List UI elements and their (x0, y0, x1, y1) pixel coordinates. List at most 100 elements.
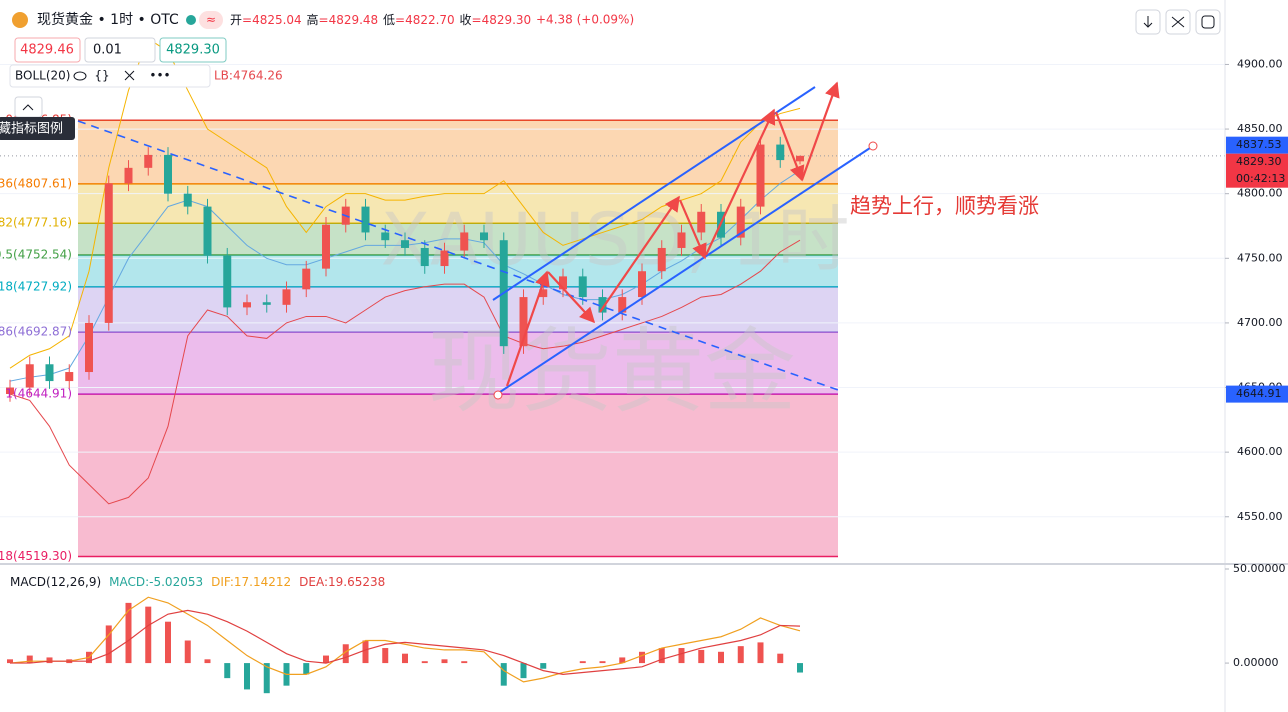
macd-bar (105, 625, 112, 664)
buy-price: 4829.30 (166, 43, 220, 58)
ohlc-value: =4829.30 (472, 13, 532, 27)
icon[interactable]: {} (94, 69, 109, 83)
price-tag-label: 4829.30 (1236, 155, 1282, 168)
candle-body (677, 232, 686, 248)
y-tick-label: 4850.00 (1237, 122, 1283, 135)
quantity-input[interactable] (84, 37, 156, 63)
ohlc-label: 低 (383, 13, 395, 27)
watermark: XAUUSD, 1时 (381, 198, 850, 282)
countdown: 00:42:13 (1236, 172, 1285, 185)
boll-lower: LB:4764.26 (214, 69, 283, 83)
macd-bar (46, 657, 53, 664)
icon (1171, 16, 1185, 28)
icon[interactable] (73, 71, 87, 81)
ohlc-label: 开 (230, 13, 242, 27)
boll-lower (9, 239, 801, 505)
macd-bar (619, 657, 626, 664)
fib-label: 0.786(4692.87) (0, 325, 72, 339)
candle-body (85, 322, 93, 373)
channel-line (499, 147, 871, 393)
candle-body (618, 297, 627, 313)
candle-body (322, 224, 330, 269)
dea-line (10, 609, 801, 675)
candle-body (381, 232, 390, 241)
change: +4.38 (+0.09%) (536, 13, 634, 27)
candle-body (598, 297, 607, 313)
axis: 4550.004600.004650.004700.004750.004800.… (1225, 57, 1288, 669)
macd-bar (718, 651, 724, 664)
macd-bar (698, 649, 705, 664)
arrow (547, 271, 596, 324)
anchor (493, 390, 503, 400)
macd-bar (777, 653, 784, 664)
icon (1201, 15, 1215, 29)
candle-body (736, 206, 745, 238)
toolbar (1135, 9, 1221, 35)
candle-body (243, 302, 251, 308)
drawings (77, 81, 878, 400)
price-tag (1226, 153, 1288, 188)
status-icon: ≈ (206, 13, 216, 27)
candle-body (460, 232, 469, 251)
ohlc-value: =4822.70 (395, 13, 455, 27)
macd-bar (263, 663, 270, 694)
status-pill (199, 11, 223, 29)
sell-button[interactable] (14, 37, 81, 63)
macd-bar (26, 655, 33, 664)
candle-body (440, 250, 449, 267)
anchor (868, 141, 878, 151)
collapse-button[interactable] (14, 96, 43, 118)
macd-bar (678, 648, 685, 664)
macd-bar (599, 661, 606, 664)
button[interactable] (1195, 9, 1221, 35)
macd-bar (382, 648, 389, 664)
ohlc-item: 高=4829.48 (307, 12, 379, 27)
fib-band (78, 255, 838, 287)
price-tag (1226, 136, 1288, 154)
arrow (774, 111, 805, 182)
tooltip-text: 藏指标图例 (0, 122, 63, 137)
symbol[interactable]: 现货黄金 • 1时 • OTC (37, 11, 179, 28)
arrow (505, 270, 550, 387)
icon[interactable]: ••• (149, 69, 170, 83)
buy-button[interactable] (159, 37, 227, 63)
arrow (599, 195, 680, 313)
macd-title: MACD(12,26,9) (10, 575, 101, 589)
macd-bar (421, 661, 428, 664)
macd-legend-item: DEA:19.65238 (299, 575, 385, 589)
fib-label: 1.618(4519.30) (0, 549, 72, 563)
macd-bar (204, 659, 211, 664)
candle-body (65, 372, 74, 382)
fib-band (78, 120, 838, 184)
y-tick-label: 0.00000 (1233, 656, 1279, 669)
fib-label: 0.236(4807.61) (0, 176, 72, 190)
candle-body (519, 297, 528, 347)
grid (0, 63, 1225, 518)
candle-body (796, 155, 804, 162)
candle-body (164, 154, 172, 194)
price-tag (1226, 385, 1288, 403)
macd-bar (737, 646, 744, 664)
candle-body (203, 206, 212, 256)
fib-band (78, 394, 838, 557)
y-tick-label: 4800.00 (1237, 187, 1283, 200)
indicator-legend[interactable] (9, 64, 211, 88)
fib-label: 1(4644.91) (5, 387, 72, 401)
quantity: 0.01 (93, 43, 122, 58)
arrow (800, 81, 840, 181)
candle-body (697, 211, 706, 233)
price-tag-label: 4837.53 (1236, 138, 1282, 151)
fib-label: 0.618(4727.92) (0, 279, 72, 293)
candle-body (480, 232, 488, 241)
macd-bar (224, 663, 231, 679)
candle-body (638, 271, 646, 298)
icon[interactable] (124, 70, 135, 81)
y-tick-label: 4900.00 (1237, 57, 1283, 70)
legend-icons: {} ••• (73, 69, 171, 83)
macd-bar (402, 653, 408, 664)
watermark: 现货黄金 (428, 318, 796, 425)
macd-legend-item: DIF:17.14212 (211, 575, 291, 589)
